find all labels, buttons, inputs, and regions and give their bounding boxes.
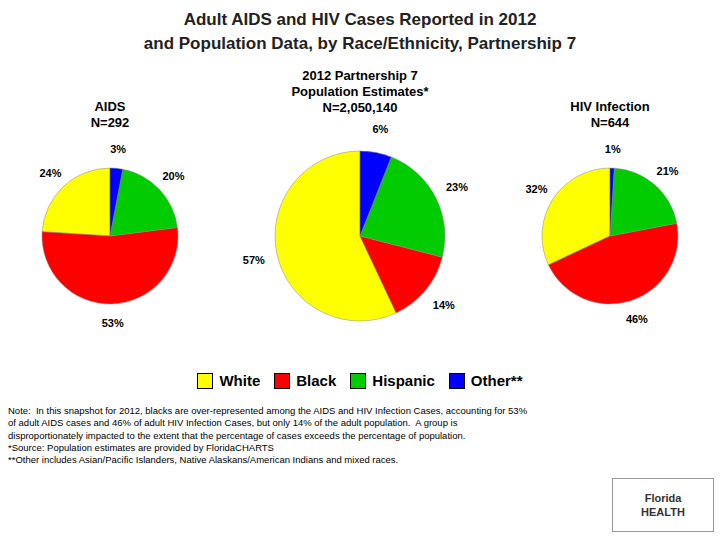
html-text:Florida: Florida (644, 491, 682, 504)
html-text:2012 Partnership 7 Population: 2012 Partnership 7 Population Estimates*… (291, 68, 429, 115)
svg-text:32%: 32% (525, 183, 547, 195)
svg-text:46%: 46% (626, 313, 648, 325)
svg-text:53%: 53% (102, 317, 124, 329)
html-text:Note: In this snapshot for 201: Note: In this snapshot for 2012, blacks … (8, 405, 528, 466)
html-text:AIDS N=292: AIDS N=292 (90, 99, 130, 130)
svg-text:21%: 21% (657, 165, 679, 177)
svg-text:24%: 24% (39, 167, 61, 179)
html-text:Adult AIDS and HIV Cases Repor: Adult AIDS and HIV Cases Reported in 201… (143, 10, 577, 53)
html-text:Other**: Other** (470, 372, 523, 389)
html-text:HIV Infection N=644: HIV Infection N=644 (570, 99, 650, 130)
svg-text:3%: 3% (110, 143, 126, 155)
svg-text:6%: 6% (372, 123, 388, 135)
html-text:HEALTH: HEALTH (641, 506, 685, 518)
html-text:White: White (219, 372, 261, 389)
html-text:Black: Black (296, 372, 337, 389)
svg-text:14%: 14% (433, 299, 455, 311)
svg-text:20%: 20% (162, 170, 184, 182)
svg-text:23%: 23% (446, 181, 468, 193)
html-text:Hispanic: Hispanic (372, 372, 435, 389)
svg-text:57%: 57% (243, 254, 265, 266)
svg-text:1%: 1% (605, 143, 621, 155)
